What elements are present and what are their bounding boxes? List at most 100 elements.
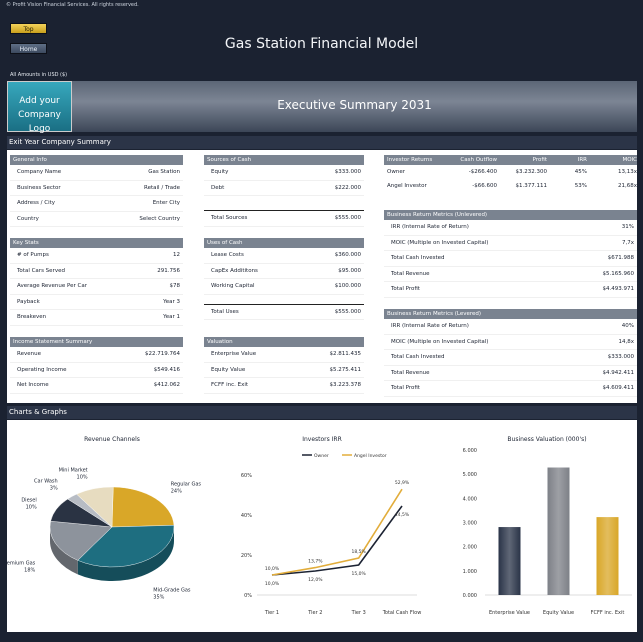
uses-of-cash-label: CapEx Addititons [211,267,258,274]
charts-panel: Revenue Channels Regular Gas 24% Mid-Grade… [7,420,637,632]
exit-year-section-header: Exit Year Company Summary [7,136,637,149]
x-tick-label: Tier 3 [351,610,366,616]
y-tick-label: 1.000 [463,569,477,575]
levered-row: MOIC (Multiple on Invested Capital) 14,8x [384,335,637,350]
sources-of-cash-label: Debt [211,184,225,191]
general-info-value: Select Country [139,215,180,222]
data-label: 12,0% [308,577,323,583]
uses-of-cash-value: $360.000 [334,252,361,258]
valuation-label: Equity Value [211,366,246,373]
levered-value: 14,8x [618,338,634,345]
pie-value-label: 10% [77,474,88,480]
valuation-row: Equity Value $5.275.411 [204,363,364,378]
uses-of-cash-label: Working Capital [211,283,255,289]
data-label: 10,0% [265,581,280,587]
pie-category-label: Premium Gas [7,561,36,567]
investor-returns-col-header: Cash Outflow [460,157,497,163]
uses-of-cash-label: Lease Costs [211,252,244,258]
unlevered-label: Total Cash Invested [391,255,445,261]
general-info-row: Address / City Enter City [10,196,183,212]
investor-returns-cell: -$66.600 [472,183,497,189]
levered-value: $4.609.411 [602,385,635,391]
investor-returns-cell: 13,13x [617,169,637,175]
app-title: Gas Station Financial Model [224,36,419,52]
data-label: 15,0% [352,571,367,577]
unlevered-value: $4.493.971 [602,286,635,292]
levered-row: Total Profit $4.609.411 [384,381,637,397]
pie-category-label: Mini Market [59,467,88,473]
sources-of-cash-title: Sources of Cash [207,157,252,163]
key-stats-row: Average Revenue Per Car $78 [10,279,183,295]
valuation-value: $2.811.435 [329,351,362,357]
total-sources-label: Total Sources [211,215,248,221]
pie-slice [76,486,114,528]
general-info-title: General Info [13,157,47,163]
investor-returns-cell: -$266.400 [468,169,497,175]
home-button[interactable]: Home [10,43,47,54]
y-tick-label: 3.000 [463,521,477,527]
bar [547,467,570,595]
levered-value: $333.000 [607,354,634,360]
key-stats-label: Total Cars Served [17,267,65,274]
pie-category-label: Mid-Grade Gas [153,588,191,594]
general-info-value: Retail / Trade [144,184,180,191]
investor-returns-cell: 21,68x [617,183,637,189]
investor-returns-cell: $1.377.111 [515,183,548,189]
pie-value-label: 24% [171,489,182,495]
levered-row: Total Revenue $4.942.411 [384,366,637,381]
income-summary-row: Net Income $412.062 [10,378,183,394]
income-summary-table: Income Statement Summary Revenue $22.719.… [10,337,183,394]
income-summary-label: Net Income [17,382,49,388]
pie-value-label: 10% [26,504,37,510]
investor-returns-col-header: Investor Returns [387,157,433,163]
unlevered-value: $671.988 [607,255,634,261]
key-stats-value: Year 3 [163,298,180,305]
investor-returns-row: Owner -$266.400 $3.232.300 45% 13,13x [384,165,637,179]
unlevered-row: Total Revenue $5.165.960 [384,267,637,282]
y-tick-label: 6.000 [463,448,477,454]
total-uses-label: Total Uses [211,308,239,315]
uses-of-cash-title: Uses of Cash [207,240,243,246]
amounts-note: All Amounts in USD ($) [10,72,68,78]
logo-line-2: Company Logo [18,110,61,134]
sources-of-cash-value: $222.000 [334,184,361,191]
income-summary-label: Operating Income [17,366,67,373]
unlevered-value: 7,7x [621,239,634,246]
total-uses-row: Total Uses $555.000 [204,303,364,320]
general-info-label: Company Name [17,169,62,175]
investor-returns-col-header: Profit [532,157,547,163]
y-tick-label: 0% [244,593,252,599]
general-info-header: General Info [10,155,183,165]
pie-slice [77,525,175,568]
company-logo-placeholder[interactable]: Add your Company Logo [7,81,72,134]
copyright-text: © Profit Vision Financial Services. All … [6,2,139,8]
y-tick-label: 0.000 [463,593,477,599]
levered-metrics-table: Business Return Metrics (Levered) IRR (I… [384,309,637,397]
key-stats-header: Key Stats [10,238,183,248]
investor-returns-table: Investor Returns Cash Outflow Profit IRR MOI… [384,155,637,193]
executive-summary-title: Executive Summary 2031 [277,98,432,112]
y-tick-label: 40% [241,513,252,519]
series-line [271,488,403,576]
top-button[interactable]: Top [10,23,47,34]
x-tick-label: Equity Value [543,610,574,616]
levered-header: Business Return Metrics (Levered) [384,309,637,319]
x-tick-label: FCFF inc. Exit [591,610,625,616]
y-tick-label: 4.000 [463,496,477,502]
y-tick-label: 20% [241,553,252,559]
data-label: 44,5% [395,512,410,518]
key-stats-label: # of Pumps [17,252,49,258]
pie-value-label: 35% [153,595,164,601]
key-stats-value: Year 1 [163,314,180,320]
valuation-value: $5.275.411 [329,366,362,373]
charts-section-header: Charts & Graphs [7,406,637,419]
levered-label: Total Profit [391,385,420,391]
legend-label: Angel Investor [354,453,387,459]
pie-value-label: 18% [24,568,35,574]
executive-banner: Add your Company Logo Executive Summary … [7,81,637,134]
key-stats-value: $78 [169,283,181,289]
valuation-label: Enterprise Value [211,351,257,357]
general-info-label: Business Sector [17,184,61,191]
unlevered-label: Total Profit [391,286,420,292]
uses-of-cash-row: Lease Costs $360.000 [204,248,364,264]
